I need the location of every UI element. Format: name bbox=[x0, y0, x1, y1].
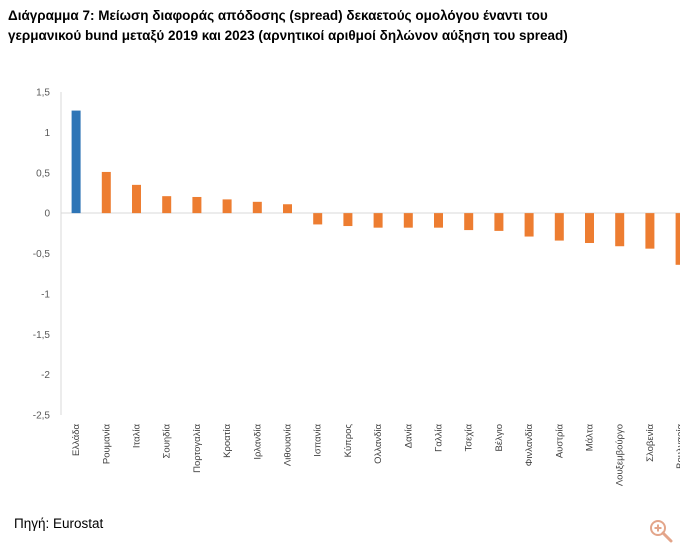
x-tick-label: Λουξεμβούργο bbox=[615, 424, 626, 486]
x-tick-label: Σλοβενία bbox=[645, 424, 656, 462]
zoom-in-button[interactable] bbox=[648, 518, 674, 544]
bar bbox=[554, 213, 564, 241]
x-tick-label: Κύπρος bbox=[343, 424, 354, 458]
y-tick-label: 0,5 bbox=[36, 168, 50, 179]
bar bbox=[101, 171, 111, 214]
y-tick-label: 1,5 bbox=[36, 88, 50, 99]
x-tick-label: Ιρλανδία bbox=[252, 423, 263, 459]
x-tick-label: Σουηδία bbox=[162, 423, 173, 458]
x-tick-label: Βέλγιο bbox=[494, 424, 505, 451]
bar bbox=[585, 213, 594, 244]
x-tick-label: Ελλάδα bbox=[71, 423, 82, 455]
chart-title: Διάγραμμα 7: Μείωση διαφοράς απόδοσης (s… bbox=[8, 8, 568, 43]
bar bbox=[162, 196, 172, 214]
bar bbox=[615, 213, 625, 247]
bar bbox=[71, 110, 81, 214]
x-tick-label: Φινλανδία bbox=[524, 424, 535, 467]
bar bbox=[313, 213, 323, 225]
y-tick-label: 1 bbox=[44, 128, 50, 139]
bars bbox=[71, 110, 680, 265]
bar bbox=[252, 201, 262, 214]
zoom-in-icon bbox=[650, 520, 673, 543]
x-tick-labels: Ελλάδα Ρουμανία Ιταλία Σουηδία Πορτογαλία Κρο… bbox=[71, 423, 680, 486]
bar bbox=[403, 213, 413, 228]
x-tick-label: Λιθουανία bbox=[283, 424, 294, 467]
bar bbox=[192, 196, 202, 214]
bar bbox=[645, 213, 655, 249]
bar bbox=[222, 199, 232, 214]
y-tick-labels: 1,5 1 0,5 0 -0,5 -1 -1,5 -2 -2,5 bbox=[33, 88, 51, 422]
x-tick-label: Ιταλία bbox=[132, 423, 143, 448]
y-tick-label: -0,5 bbox=[33, 249, 51, 260]
source-note: Πηγή: Eurostat bbox=[14, 516, 104, 531]
x-tick-label: Κροατία bbox=[222, 423, 233, 457]
bar bbox=[343, 213, 353, 227]
y-tick-label: -2,5 bbox=[33, 411, 51, 422]
bar bbox=[464, 213, 474, 231]
x-tick-label: Γαλλία bbox=[434, 423, 445, 451]
bar bbox=[434, 213, 443, 228]
x-tick-label: Τσεχία bbox=[464, 423, 475, 451]
y-tick-label: -1 bbox=[41, 289, 50, 300]
x-tick-label: Μάλτα bbox=[585, 424, 596, 452]
y-tick-label: -1,5 bbox=[33, 330, 51, 341]
bar bbox=[132, 184, 141, 214]
bar bbox=[675, 213, 680, 265]
bar bbox=[373, 213, 383, 228]
y-tick-label: -2 bbox=[41, 370, 50, 381]
x-tick-label: Ισπανία bbox=[313, 424, 324, 457]
bar bbox=[524, 213, 534, 237]
x-tick-label: Πορτογαλία bbox=[192, 424, 203, 473]
x-tick-label: Αυστρία bbox=[554, 423, 565, 458]
x-tick-label: Ολλανδία bbox=[373, 424, 384, 464]
y-tick-label: 0 bbox=[44, 209, 50, 220]
x-tick-label: Δανία bbox=[403, 424, 414, 449]
bar bbox=[494, 213, 504, 231]
x-tick-label: Ρουμανία bbox=[101, 423, 112, 464]
bar bbox=[283, 204, 292, 214]
x-tick-label: Βουλγαρία bbox=[675, 424, 680, 469]
